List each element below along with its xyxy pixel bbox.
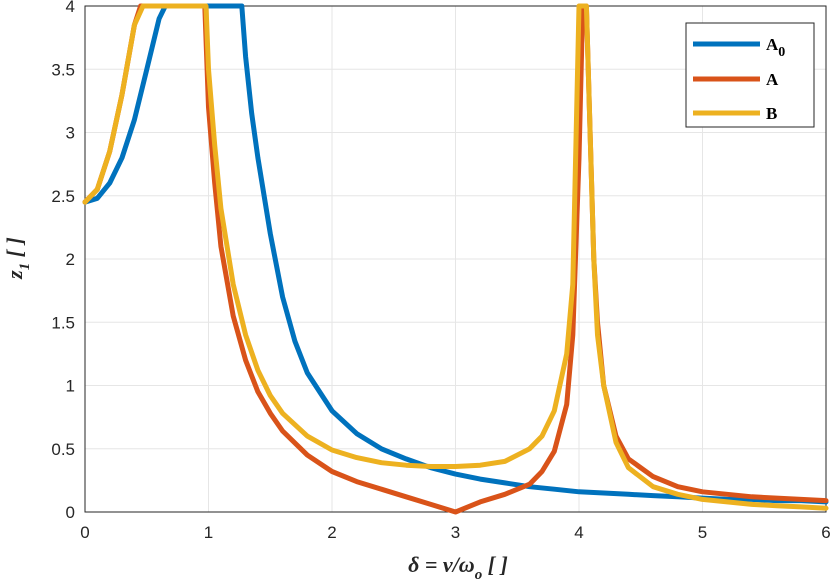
x-tick-label: 2: [327, 523, 336, 542]
y-tick-label: 1: [66, 377, 75, 396]
x-tick-label: 3: [451, 523, 460, 542]
x-tick-label: 0: [80, 523, 89, 542]
y-axis-label: z1 [ ]: [2, 237, 33, 280]
x-tick-labels: 0 1 2 3 4 5 6: [80, 523, 830, 542]
y-tick-label: 2: [66, 250, 75, 269]
y-tick-label: 0: [66, 503, 75, 522]
series-line-b: [82, 3, 829, 511]
y-tick-labels: 0 0.5 1 1.5 2 2.5 3 3.5 4: [51, 0, 75, 522]
y-tick-label: 3: [66, 124, 75, 143]
legend-label-a0: A0: [766, 35, 785, 60]
x-tick-label: 1: [204, 523, 213, 542]
x-tick-label: 6: [821, 523, 830, 542]
x-axis-label: δ = ν/ωo [ ]: [408, 552, 508, 583]
y-tick-label: 4: [66, 0, 75, 16]
legend: A0 A B: [685, 22, 815, 128]
legend-label-b: B: [766, 104, 777, 123]
x-tick-label: 4: [574, 523, 583, 542]
series-group: [82, 3, 829, 515]
series-line-a: [82, 3, 829, 515]
y-tick-label: 2.5: [51, 187, 75, 206]
legend-box: [685, 22, 815, 128]
y-tick-label: 3.5: [51, 60, 75, 79]
y-tick-label: 1.5: [51, 313, 75, 332]
x-tick-label: 5: [698, 523, 707, 542]
legend-label-a: A: [766, 70, 779, 89]
y-tick-label: 0.5: [51, 440, 75, 459]
